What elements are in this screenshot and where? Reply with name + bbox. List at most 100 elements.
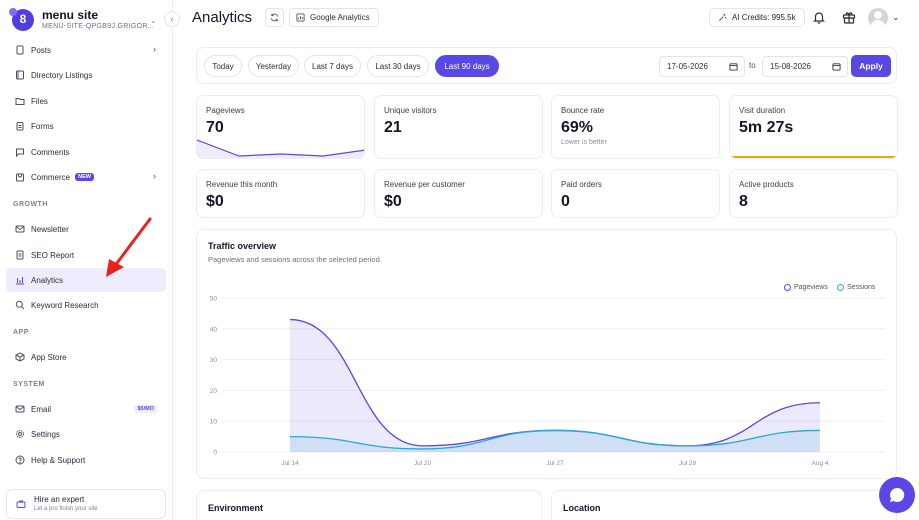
legend-pageviews[interactable]: Pageviews: [784, 284, 828, 291]
hire-expert-card[interactable]: Hire an expert Let a pro finish your sit…: [6, 489, 166, 519]
sparkle-icon: [718, 13, 727, 22]
stat-value: $0: [384, 193, 402, 210]
site-switcher[interactable]: 8 menu site MENU-SITE-QPGB9J.GRIGOR...: [9, 7, 164, 33]
bell-icon: [813, 12, 825, 24]
folder-icon: [15, 96, 25, 106]
date-range-filter: Today Yesterday Last 7 days Last 30 days…: [196, 47, 897, 84]
x-tick-label: Aug 4: [812, 460, 829, 467]
chevron-down-icon[interactable]: ⌄: [150, 16, 157, 25]
date-to-input[interactable]: 15-08-2026: [762, 56, 848, 77]
stat-label: Visit duration: [739, 106, 786, 115]
mail-icon: [15, 404, 25, 414]
chevron-right-icon: ›: [153, 44, 156, 54]
price-badge: $5/MO: [134, 405, 157, 413]
stat-card-visit-duration: Visit duration 5m 27s: [729, 95, 898, 159]
refresh-icon: [270, 13, 279, 22]
sidebar-item-app-store[interactable]: App Store: [6, 345, 166, 369]
section-label-growth: GROWTH: [13, 201, 48, 208]
traffic-chart: 0 10 20 30 40 50 Jul 14 Jul 20 Jul 27 Jul 28 Aug 4: [210, 296, 885, 467]
stat-label: Revenue per customer: [384, 180, 465, 189]
avatar[interactable]: [868, 8, 888, 28]
stat-label: Unique visitors: [384, 106, 437, 115]
x-tick-label: Jul 27: [546, 460, 564, 467]
pageviews-sparkline: [197, 139, 364, 158]
stat-value: $0: [206, 193, 224, 210]
gift-button[interactable]: [842, 10, 856, 24]
sidebar-item-newsletter[interactable]: Newsletter: [6, 217, 166, 241]
y-tick-label: 0: [213, 450, 217, 457]
location-title: Location: [563, 503, 601, 513]
sidebar-item-keyword-research[interactable]: Keyword Research: [6, 293, 166, 317]
chart-subtitle: Pageviews and sessions across the select…: [208, 255, 382, 264]
series-area-pageviews: [290, 319, 820, 452]
google-analytics-button[interactable]: Google Analytics: [289, 8, 379, 27]
sidebar-item-email[interactable]: Email $5/MO: [6, 397, 166, 421]
sidebar-item-help-support[interactable]: Help & Support: [6, 448, 166, 472]
sidebar-item-posts[interactable]: Posts ›: [6, 38, 166, 62]
y-tick-label: 30: [210, 357, 218, 364]
chat-support-button[interactable]: [879, 477, 915, 513]
date-to-label: to: [749, 61, 756, 70]
range-last-90-days-button[interactable]: Last 90 days: [435, 55, 499, 77]
stat-value: 0: [561, 193, 570, 210]
site-logo: 8: [9, 8, 34, 31]
expert-subtitle: Let a pro finish your site: [34, 505, 98, 512]
range-last-7-days-button[interactable]: Last 7 days: [304, 55, 361, 77]
sidebar-item-analytics[interactable]: Analytics: [6, 268, 166, 292]
sidebar: 8 menu site MENU-SITE-QPGB9J.GRIGOR... ⌄…: [0, 0, 173, 520]
sidebar-item-comments[interactable]: Comments: [6, 140, 166, 164]
stat-value: 8: [739, 193, 748, 210]
stat-card-revenue-per-customer: Revenue per customer $0: [374, 169, 543, 218]
legend-marker: [837, 284, 844, 291]
y-tick-label: 20: [210, 388, 218, 395]
sidebar-item-forms[interactable]: Forms: [6, 114, 166, 138]
ai-credits-button[interactable]: AI Credits: 995.5k: [709, 8, 805, 27]
collapse-sidebar-button[interactable]: ‹: [164, 11, 180, 27]
stat-value: 69%: [561, 119, 594, 136]
site-domain: MENU-SITE-QPGB9J.GRIGOR...: [42, 23, 155, 30]
new-badge: NEW: [75, 173, 94, 181]
stat-card-bounce-rate: Bounce rate 69% Lower is better: [551, 95, 720, 159]
clipboard-icon: [15, 121, 25, 131]
stat-card-unique-visitors: Unique visitors 21: [374, 95, 543, 159]
cart-icon: [15, 172, 25, 182]
chart-title: Traffic overview: [208, 241, 277, 251]
sidebar-item-commerce[interactable]: Commerce NEW ›: [6, 165, 166, 189]
apply-button[interactable]: Apply: [851, 55, 891, 77]
y-tick-label: 10: [210, 419, 218, 426]
legend-sessions[interactable]: Sessions: [837, 284, 875, 291]
sidebar-item-settings[interactable]: Settings: [6, 422, 166, 446]
series-area-sessions: [290, 430, 820, 452]
stat-card-paid-orders: Paid orders 0: [551, 169, 720, 218]
briefcase-icon: [16, 499, 26, 509]
chevron-down-icon[interactable]: ⌄: [892, 12, 900, 22]
document-icon: [15, 45, 25, 55]
search-icon: [15, 300, 25, 310]
calendar-icon[interactable]: [832, 62, 841, 71]
notifications-button[interactable]: [812, 10, 826, 24]
range-yesterday-button[interactable]: Yesterday: [248, 55, 299, 77]
traffic-overview-panel: Traffic overview Pageviews and sessions …: [196, 229, 897, 479]
stat-label: Pageviews: [206, 106, 245, 115]
chat-icon: [15, 147, 25, 157]
date-from-input[interactable]: 17-05-2026: [659, 56, 745, 77]
sidebar-item-directory-listings[interactable]: Directory Listings: [6, 63, 166, 87]
range-today-button[interactable]: Today: [204, 55, 242, 77]
analytics-icon: [296, 13, 305, 22]
location-panel: Location: [551, 490, 897, 520]
calendar-icon[interactable]: [729, 62, 738, 71]
box-icon: [15, 352, 25, 362]
help-icon: [15, 455, 25, 465]
range-last-30-days-button[interactable]: Last 30 days: [367, 55, 429, 77]
stat-value: 70: [206, 119, 224, 136]
sidebar-item-seo-report[interactable]: SEO Report: [6, 243, 166, 267]
sidebar-item-files[interactable]: Files: [6, 89, 166, 113]
stat-label: Bounce rate: [561, 106, 605, 115]
gear-icon: [15, 429, 25, 439]
environment-panel: Environment: [196, 490, 542, 520]
chat-bubble-icon: [890, 487, 905, 502]
refresh-button[interactable]: [265, 8, 284, 27]
x-tick-label: Jul 20: [414, 460, 432, 467]
visit-duration-accent-bar: [730, 156, 897, 158]
section-label-system: SYSTEM: [13, 381, 45, 388]
